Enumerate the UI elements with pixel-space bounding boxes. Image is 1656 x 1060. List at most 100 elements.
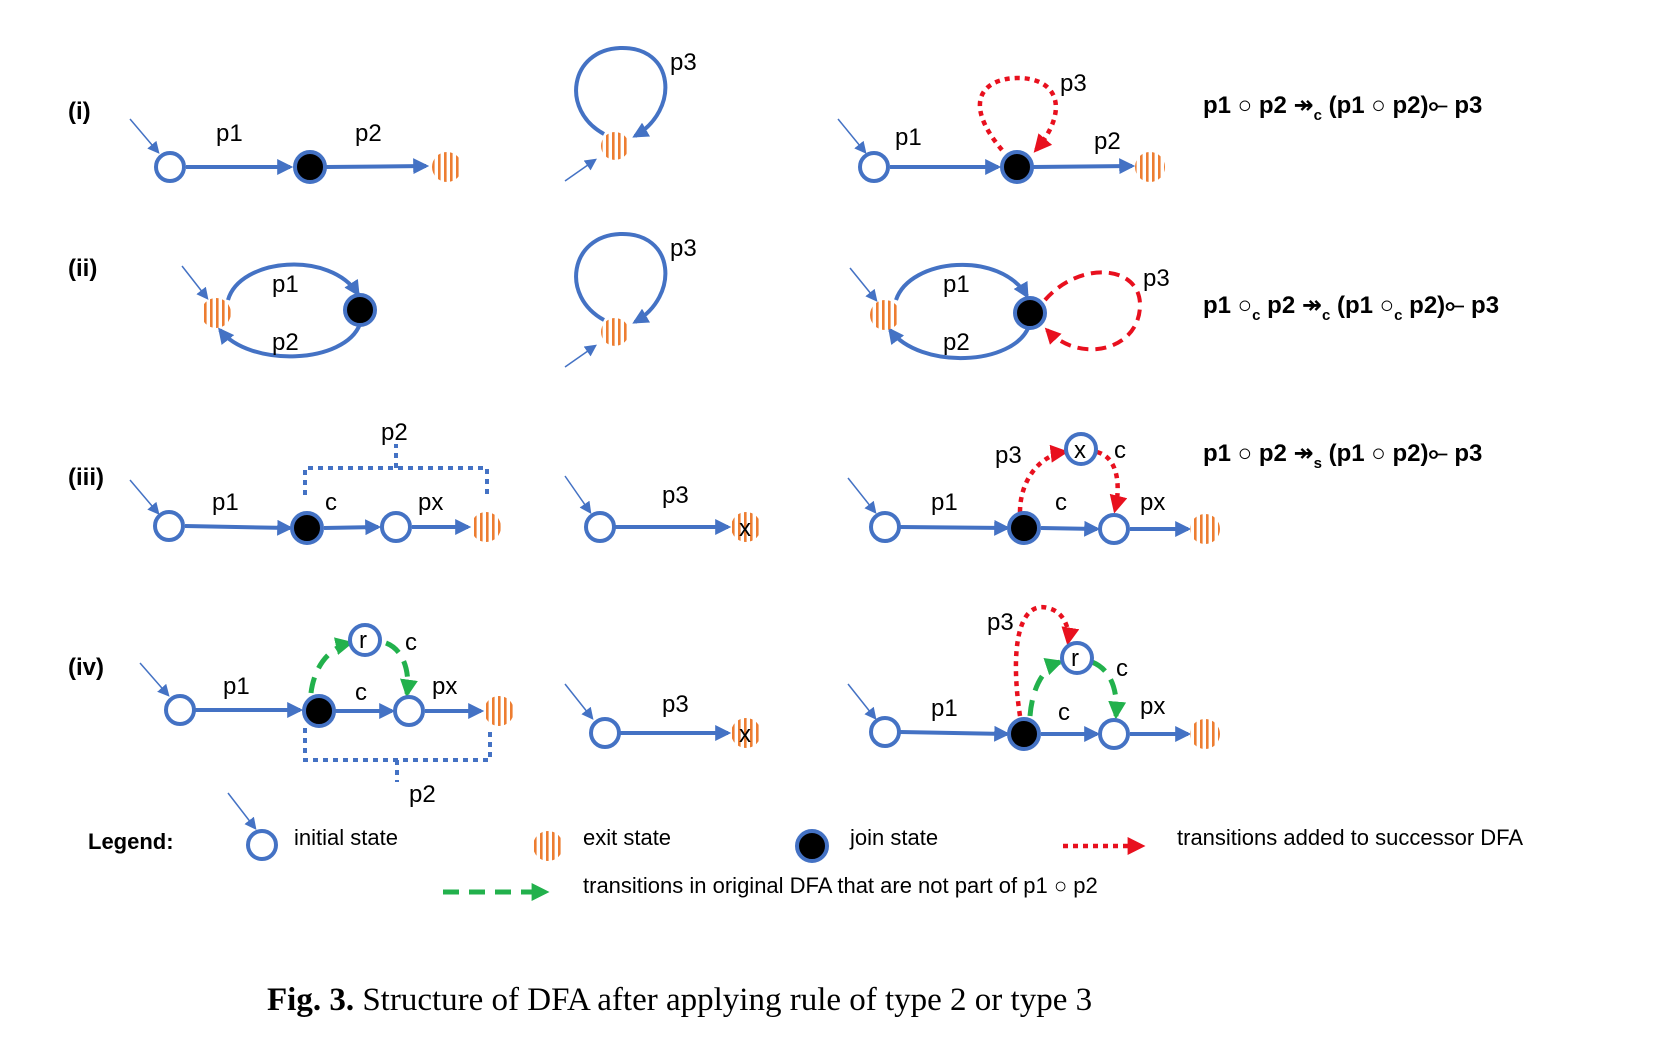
row-iii-successor-dfa: x p3 c p1 c px <box>847 432 1220 545</box>
row-i-p3-dfa: p3 <box>564 45 697 182</box>
label-c: c <box>1058 699 1070 726</box>
row-i-original-dfa: p1 p2 <box>129 118 462 184</box>
label-px: px <box>432 673 457 700</box>
row-i-successor-dfa: p1 p2 p3 <box>837 70 1165 184</box>
legend-initial-state-icon <box>246 829 278 861</box>
row-label: (iii) <box>68 464 104 491</box>
initial-pointer <box>564 158 597 182</box>
exit-state <box>601 318 629 346</box>
bracket-p2 <box>303 728 492 782</box>
label-c: c <box>1055 489 1067 516</box>
transition-p2 <box>325 158 430 175</box>
row-label: (i) <box>68 98 91 125</box>
transition-p1 <box>894 263 1029 301</box>
label-p2: p2 <box>272 329 299 356</box>
row-ii-original-dfa: p1 p2 <box>181 262 377 359</box>
join-state <box>302 694 336 728</box>
transition-p1 <box>899 519 1011 536</box>
label-p1: p1 <box>895 124 922 151</box>
exit-state <box>1135 152 1165 182</box>
legend-join-state-icon <box>795 829 829 863</box>
initial-pointer <box>564 683 594 720</box>
label-p1: p1 <box>931 695 958 722</box>
initial-pointer <box>847 683 877 720</box>
label-p2: p2 <box>943 329 970 356</box>
transition-c <box>1040 520 1101 537</box>
label-p3: p3 <box>670 49 697 76</box>
label-p3: p3 <box>662 482 689 509</box>
row-iv-successor-dfa: r c p3 p1 c px <box>847 604 1220 751</box>
legend-initial-pointer <box>227 792 257 830</box>
label-p1: p1 <box>223 673 250 700</box>
initial-pointer <box>139 662 170 697</box>
legend-join-label: join state <box>849 825 938 850</box>
intermediate-state <box>393 695 425 727</box>
initial-state <box>858 151 890 183</box>
legend-exit-label: exit state <box>583 825 671 850</box>
legend: Legend: initial state exit state join st… <box>88 792 1523 901</box>
row-label: (iv) <box>68 654 104 681</box>
label-x: x <box>739 515 751 542</box>
label-p2: p2 <box>381 419 408 446</box>
row-ii-successor-dfa: p1 p2 p3 <box>849 263 1170 360</box>
initial-state <box>154 151 186 183</box>
row-label: (ii) <box>68 255 97 282</box>
legend-exit-state-icon <box>533 831 563 861</box>
initial-pointer <box>129 479 160 515</box>
label-x: x <box>739 721 751 748</box>
label-r: r <box>359 627 367 654</box>
original-transition-to-r <box>308 637 354 694</box>
legend-initial-label: initial state <box>294 825 398 850</box>
label-c: c <box>1116 655 1128 682</box>
row-iv-p3-dfa: x p3 <box>564 683 761 749</box>
transition-p3-loop <box>574 231 668 324</box>
label-c: c <box>325 489 337 516</box>
original-transition-c <box>384 640 418 698</box>
label-p3: p3 <box>1060 70 1087 97</box>
legend-added-label: transitions added to successor DFA <box>1177 825 1523 850</box>
exit-state <box>870 300 900 330</box>
added-transition-p3 <box>1013 604 1080 717</box>
label-p2: p2 <box>355 120 382 147</box>
figure-caption: Fig. 3. Structure of DFA after applying … <box>267 982 1092 1018</box>
initial-pointer <box>564 344 597 368</box>
initial-state <box>584 511 616 543</box>
transition-p1 <box>899 725 1011 742</box>
transition-p1 <box>184 519 294 536</box>
initial-pointer <box>564 475 592 514</box>
exit-state <box>731 718 761 748</box>
initial-pointer <box>837 118 867 154</box>
row-ii-formula: p1 ○c p2 ↠c (p1 ○c p2)⟜ p3 <box>1203 292 1499 324</box>
join-state <box>1007 511 1041 545</box>
label-c: c <box>405 629 417 656</box>
transition-p2 <box>218 323 362 359</box>
join-state <box>1007 717 1041 751</box>
transition-p1 <box>226 262 360 301</box>
transition-p2 <box>888 325 1031 360</box>
transition-p3-loop <box>574 45 668 138</box>
initial-pointer <box>181 265 209 300</box>
label-p2: p2 <box>1094 128 1121 155</box>
exit-state <box>471 512 501 542</box>
row-iii-formula: p1 ○ p2 ↠s (p1 ○ p2)⟜ p3 <box>1203 440 1482 472</box>
initial-state <box>164 694 196 726</box>
intermediate-state <box>1098 513 1130 545</box>
row-ii-p3-dfa: p3 <box>564 231 697 368</box>
exit-state <box>1190 719 1220 749</box>
row-i: (i) p1 p2 p3 p1 <box>68 45 1482 184</box>
intermediate-state <box>1098 718 1130 750</box>
label-p2: p2 <box>409 781 436 808</box>
label-p3: p3 <box>662 691 689 718</box>
label-p3: p3 <box>670 235 697 262</box>
initial-pointer <box>849 267 878 302</box>
legend-title: Legend: <box>88 829 174 854</box>
label-p1: p1 <box>216 120 243 147</box>
row-iv-original-dfa: r c p1 c px p2 <box>139 623 514 808</box>
label-p1: p1 <box>943 271 970 298</box>
exit-state <box>601 132 629 160</box>
exit-state <box>484 696 514 726</box>
label-x: x <box>1074 437 1086 464</box>
bracket-p2 <box>303 444 489 495</box>
join-state <box>293 150 327 184</box>
